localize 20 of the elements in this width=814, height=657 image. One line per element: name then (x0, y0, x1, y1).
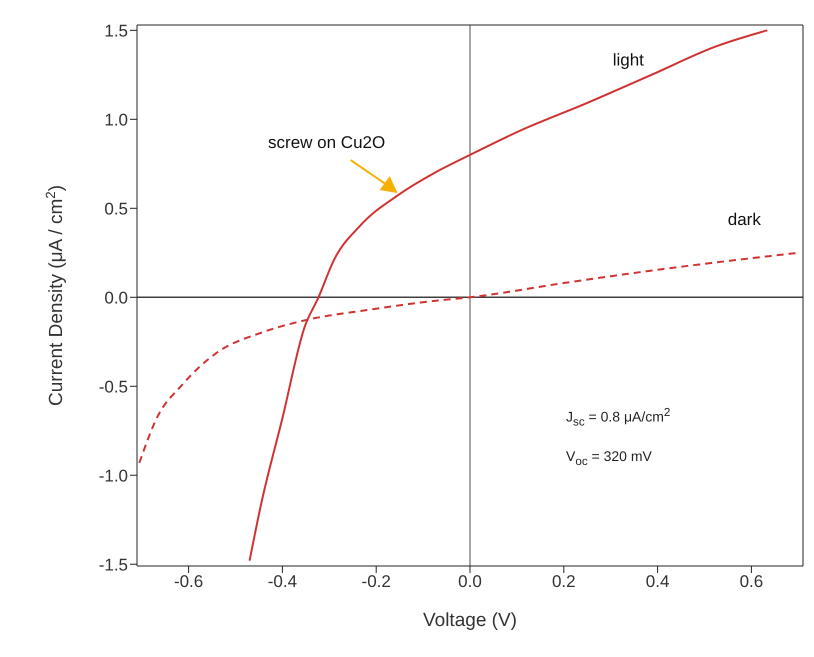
annotation: V$_{oc}$ = 320 mV (566, 447, 653, 470)
y-tick-label: -1.0 (98, 466, 128, 486)
x-tick-label: -0.2 (362, 572, 391, 592)
y-tick-label: 0.5 (104, 199, 128, 218)
x-tick-label: -0.4 (268, 572, 298, 592)
y-tick-label: 1.0 (104, 110, 128, 130)
y-tick-label: 1.5 (104, 21, 128, 40)
y-tick-label: -1.5 (98, 555, 128, 574)
annotation: screw on Cu2O (268, 133, 386, 152)
x-tick-label: 0.2 (552, 572, 576, 592)
annotation: J$_{sc}$ = 0.8 μA/cm$^{2}$ (566, 405, 672, 430)
y-tick-label: -0.5 (98, 377, 128, 396)
x-axis-title: Voltage (V) (423, 610, 517, 631)
x-tick-label: 0.6 (740, 572, 764, 592)
series-label: dark (728, 210, 762, 229)
y-tick-label: 0.0 (104, 288, 128, 308)
x-tick-label: 0.0 (458, 572, 482, 592)
x-tick-label: 0.4 (646, 572, 670, 592)
series-label: light (612, 50, 644, 70)
x-tick-label: -0.6 (174, 572, 204, 592)
